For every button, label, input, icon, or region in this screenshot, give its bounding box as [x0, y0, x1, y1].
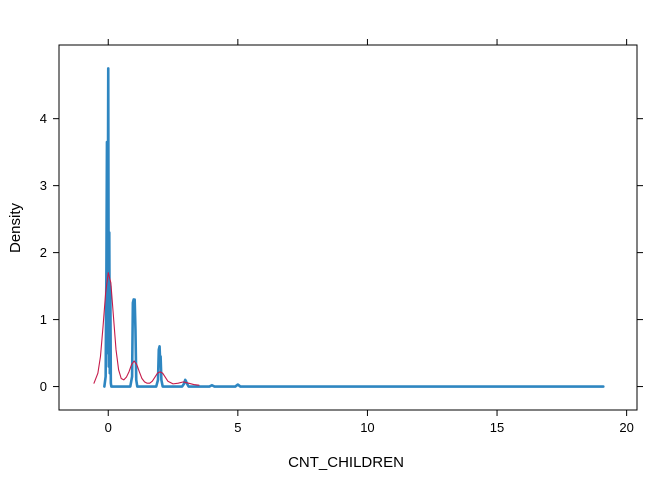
x-tick-label: 0: [105, 420, 112, 435]
y-tick-label: 4: [40, 111, 47, 126]
series-layer: [93, 67, 605, 388]
x-tick-label: 10: [360, 420, 374, 435]
x-tick-label: 5: [234, 420, 241, 435]
y-tick-label: 0: [40, 379, 47, 394]
plot-frame: [58, 44, 638, 411]
x-tick-label: 15: [490, 420, 504, 435]
y-tick-label: 1: [40, 312, 47, 327]
density-series-line-2: [93, 272, 200, 386]
y-tick-label: 3: [40, 178, 47, 193]
axis-ticks: 0 5 10 15 20 0 1 2 3 4: [40, 39, 643, 435]
y-tick-label: 2: [40, 245, 47, 260]
density-series-line-1: [103, 67, 605, 388]
x-axis-title: CNT_CHILDREN: [288, 454, 404, 471]
y-axis-title: Density: [7, 202, 24, 253]
x-tick-label: 20: [619, 420, 633, 435]
